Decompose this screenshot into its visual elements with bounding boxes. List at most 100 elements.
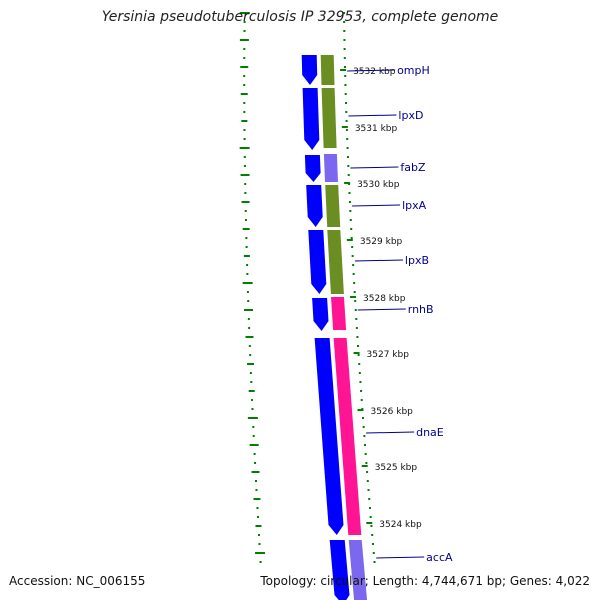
gc-tick [241, 120, 248, 122]
scale-label: 3526 kbp [370, 407, 413, 417]
cds-track [301, 55, 350, 600]
gc-content-ticks [239, 12, 376, 563]
gc-tick [239, 12, 250, 14]
gc-tick [247, 363, 255, 365]
gc-tick [243, 75, 246, 77]
gc-tick-outer [371, 543, 374, 545]
scale-tick [357, 409, 364, 411]
gc-tick [239, 147, 250, 149]
gc-tick-outer [346, 156, 349, 158]
gc-tick [243, 21, 246, 23]
gc-tick-outer [362, 426, 365, 428]
gc-tick-outer [361, 417, 364, 419]
gc-tick-outer [354, 309, 357, 311]
gc-tick [253, 498, 261, 500]
gc-tick [244, 210, 247, 212]
scale-label: 3528 kbp [363, 294, 406, 304]
gene-leader-line [354, 259, 403, 262]
gc-tick-outer [346, 147, 349, 149]
gc-tick [241, 201, 250, 203]
gc-tick-outer [354, 300, 357, 302]
gc-tick-outer [369, 516, 372, 518]
gene-leader-line [347, 69, 396, 72]
gc-tick [248, 327, 251, 329]
gc-tick-outer [343, 12, 346, 14]
gene-label-accA: accA [426, 551, 453, 564]
scale-label: 3527 kbp [367, 350, 410, 360]
gc-tick [243, 111, 246, 113]
gc-tick-outer [343, 66, 346, 68]
gc-tick [257, 534, 260, 536]
gc-tick [255, 525, 262, 527]
gene-label-ompH: ompH [397, 64, 430, 77]
gene-leader-line [366, 431, 415, 434]
cog-block [333, 338, 362, 535]
gc-tick-outer [364, 444, 367, 446]
topology-text: Topology: circular; Length: 4,744,671 bp… [260, 574, 590, 588]
gc-tick-outer [371, 534, 374, 536]
cds-arrow [302, 88, 320, 150]
gc-tick [242, 228, 250, 230]
gc-tick-outer [348, 201, 351, 203]
gc-tick [240, 66, 249, 68]
gc-tick [244, 183, 247, 185]
gc-tick-outer [366, 480, 369, 482]
gc-tick [247, 417, 258, 419]
gc-tick-outer [365, 462, 368, 464]
scale-tick [366, 522, 373, 524]
scale-label: 3524 kbp [379, 520, 422, 530]
gc-tick-outer [364, 453, 367, 455]
gene-leader-line [352, 204, 401, 207]
gc-tick [255, 552, 266, 554]
gc-tick [256, 507, 259, 509]
gc-tick [244, 219, 247, 221]
gc-tick-outer [343, 21, 346, 23]
gene-leader-line [376, 556, 425, 559]
gc-tick [251, 471, 260, 473]
gc-tick-outer [360, 399, 363, 401]
scale-tick [350, 296, 357, 298]
gc-tick-outer [348, 192, 351, 194]
gc-tick [242, 282, 253, 284]
gene-leader-line [357, 308, 406, 311]
gc-tick-outer [343, 39, 346, 41]
gc-tick [243, 129, 246, 131]
gc-tick [247, 300, 250, 302]
scale-tick [340, 69, 347, 71]
gc-tick-outer [347, 174, 350, 176]
gc-tick-outer [344, 75, 347, 77]
cds-arrow [312, 298, 329, 331]
map-title: Yersinia pseudotuberculosis IP 32953, co… [101, 9, 499, 25]
gc-tick [251, 399, 254, 401]
gc-tick [252, 435, 255, 437]
gc-tick [249, 354, 252, 356]
gene-labels: ompH lpxD fabZ lpxA lpxB rnhB dnaE accA [347, 64, 453, 564]
cds-arrow [306, 185, 323, 227]
gc-tick [258, 543, 261, 545]
gene-label-fabZ: fabZ [400, 161, 426, 174]
gc-tick-outer [343, 48, 346, 50]
gc-tick [243, 57, 246, 59]
gc-tick [259, 561, 262, 563]
gene-leader-line [350, 166, 399, 169]
gc-tick-outer [349, 210, 352, 212]
gc-tick-outer [344, 84, 347, 86]
gc-tick-outer [346, 138, 349, 140]
gc-tick [243, 255, 250, 257]
gc-tick [240, 174, 250, 176]
gc-tick [243, 30, 246, 32]
gc-tick-outer [353, 282, 356, 284]
cds-arrow [308, 230, 327, 294]
gc-tick-outer [370, 525, 373, 527]
gc-tick [252, 426, 255, 428]
gc-tick-outer [343, 30, 346, 32]
gc-tick [244, 309, 254, 311]
gc-tick-outer [350, 237, 353, 239]
gc-tick [240, 93, 248, 95]
scale-label: 3530 kbp [357, 180, 400, 190]
gc-tick [245, 246, 248, 248]
cog-block [348, 540, 368, 600]
gc-tick [243, 48, 246, 50]
gc-tick-outer [350, 228, 353, 230]
gc-tick [244, 192, 247, 194]
